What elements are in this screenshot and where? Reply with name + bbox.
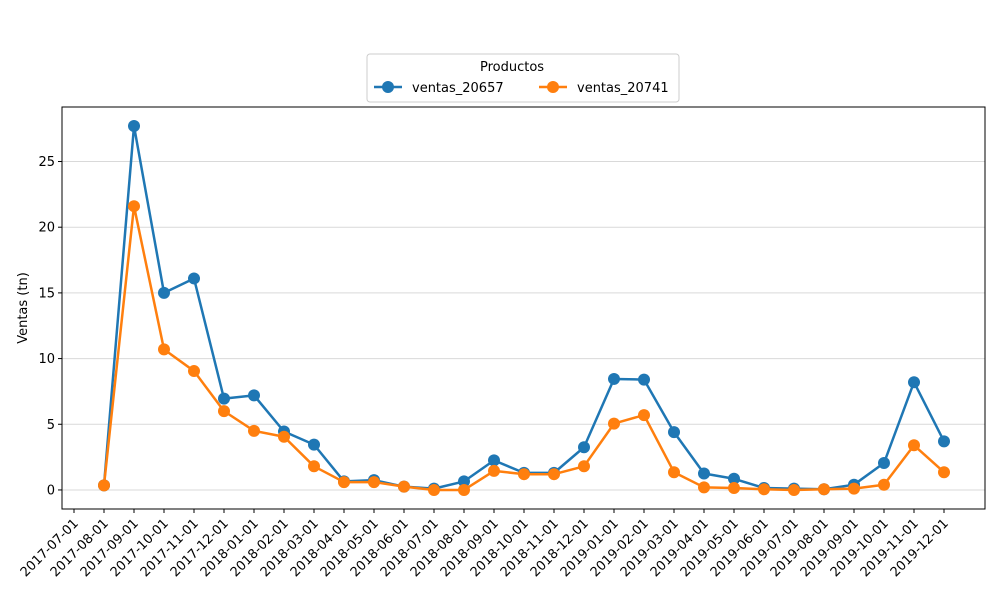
data-point [188, 272, 200, 285]
series-layer [98, 120, 950, 496]
data-point [908, 439, 920, 452]
data-point [668, 426, 680, 439]
legend-item-ventas-20657: ventas_20657 [374, 81, 504, 96]
y-axis: 0 5 10 15 20 25 [38, 155, 62, 498]
data-point [788, 483, 800, 496]
legend: Productos ventas_20657 ventas_20741 [366, 53, 680, 103]
y-tick-label: 20 [38, 221, 55, 236]
data-point [158, 286, 170, 299]
data-point [128, 120, 140, 133]
data-point [188, 365, 200, 378]
y-tick-label: 0 [47, 483, 55, 498]
data-point [308, 460, 320, 473]
legend-swatch-marker [547, 81, 559, 93]
data-point [878, 478, 890, 491]
data-point [248, 424, 260, 437]
data-point [608, 372, 620, 385]
data-point [908, 376, 920, 389]
data-point [848, 482, 860, 495]
data-point [758, 483, 770, 496]
data-point [728, 481, 740, 494]
data-point [608, 417, 620, 430]
data-point [548, 468, 560, 481]
y-tick-label: 15 [38, 286, 55, 301]
data-point [638, 373, 650, 386]
data-point [698, 467, 710, 480]
data-point [698, 481, 710, 494]
data-point [218, 392, 230, 405]
series-ventas_20741 [98, 200, 950, 496]
legend-label: ventas_20657 [412, 81, 504, 96]
legend-swatch-marker [382, 81, 394, 93]
y-tick-label: 10 [38, 352, 55, 367]
data-point [308, 438, 320, 451]
legend-frame [366, 53, 680, 103]
y-tick-label: 25 [38, 155, 55, 170]
data-point [98, 479, 110, 492]
data-point [218, 405, 230, 418]
series-ventas_20657 [98, 120, 950, 496]
data-point [578, 460, 590, 473]
data-point [368, 476, 380, 489]
data-point [458, 483, 470, 496]
data-point [728, 472, 740, 485]
y-axis-label: Ventas (tn) [16, 272, 31, 344]
data-point [578, 441, 590, 454]
data-point [488, 464, 500, 477]
data-point [518, 468, 530, 481]
data-point [158, 343, 170, 356]
data-point [668, 466, 680, 479]
data-point [458, 475, 470, 488]
data-point [128, 200, 140, 213]
series-line [102, 124, 946, 491]
gridlines [62, 161, 985, 491]
data-point [878, 457, 890, 470]
legend-item-ventas-20741: ventas_20741 [539, 81, 669, 96]
y-tick-label: 5 [47, 418, 55, 433]
data-point [338, 476, 350, 489]
legend-label: ventas_20741 [577, 81, 669, 96]
data-point [938, 466, 950, 479]
legend-title: Productos [480, 60, 544, 75]
x-axis: 2017-07-012017-08-012017-09-012017-10-01… [18, 509, 952, 580]
data-point [248, 389, 260, 402]
data-point [938, 435, 950, 448]
data-point [428, 483, 440, 496]
series-line [102, 204, 945, 492]
data-point [818, 483, 830, 496]
data-point [638, 409, 650, 422]
data-point [278, 430, 290, 443]
data-point [398, 480, 410, 493]
data-point [488, 454, 500, 467]
